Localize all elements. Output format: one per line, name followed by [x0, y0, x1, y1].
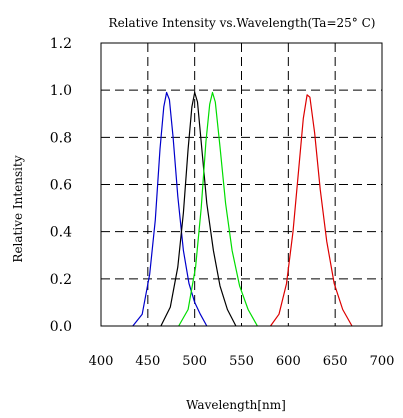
- plot-frame: [100, 42, 383, 327]
- x-tick-label: 600: [276, 354, 301, 369]
- y-tick-label: 0.8: [50, 130, 72, 146]
- y-axis-label: Relative Intensity: [11, 155, 25, 262]
- series-group: [132, 91, 353, 327]
- series-line-1: [132, 91, 208, 327]
- y-tick-label: 0.2: [50, 272, 72, 288]
- y-tick-label: 1.2: [50, 36, 72, 52]
- series-line-4: [270, 94, 353, 327]
- y-tick-label: 0.4: [50, 225, 72, 241]
- series-line-2: [160, 91, 237, 327]
- y-tick-label: 0.6: [50, 178, 72, 194]
- series-line-3: [178, 91, 258, 327]
- y-tick-label: 0.0: [50, 319, 72, 335]
- x-tick-label: 400: [89, 354, 114, 369]
- x-tick-label: 550: [229, 354, 254, 369]
- x-tick-label: 450: [135, 354, 160, 369]
- y-tick-label: 1.0: [50, 83, 72, 99]
- x-tick-label: 650: [323, 354, 348, 369]
- x-tick-label: 500: [182, 354, 207, 369]
- x-axis-label: Wavelength[nm]: [186, 398, 286, 412]
- tick-labels: 0.0 0.2 0.4 0.6 0.8 1.0 1.2 400 450 500 550 600 650 7…: [50, 36, 395, 369]
- x-tick-label: 700: [370, 354, 395, 369]
- grid: [101, 43, 382, 326]
- chart-title: Relative Intensity vs.Wavelength(Ta=25° …: [109, 16, 376, 30]
